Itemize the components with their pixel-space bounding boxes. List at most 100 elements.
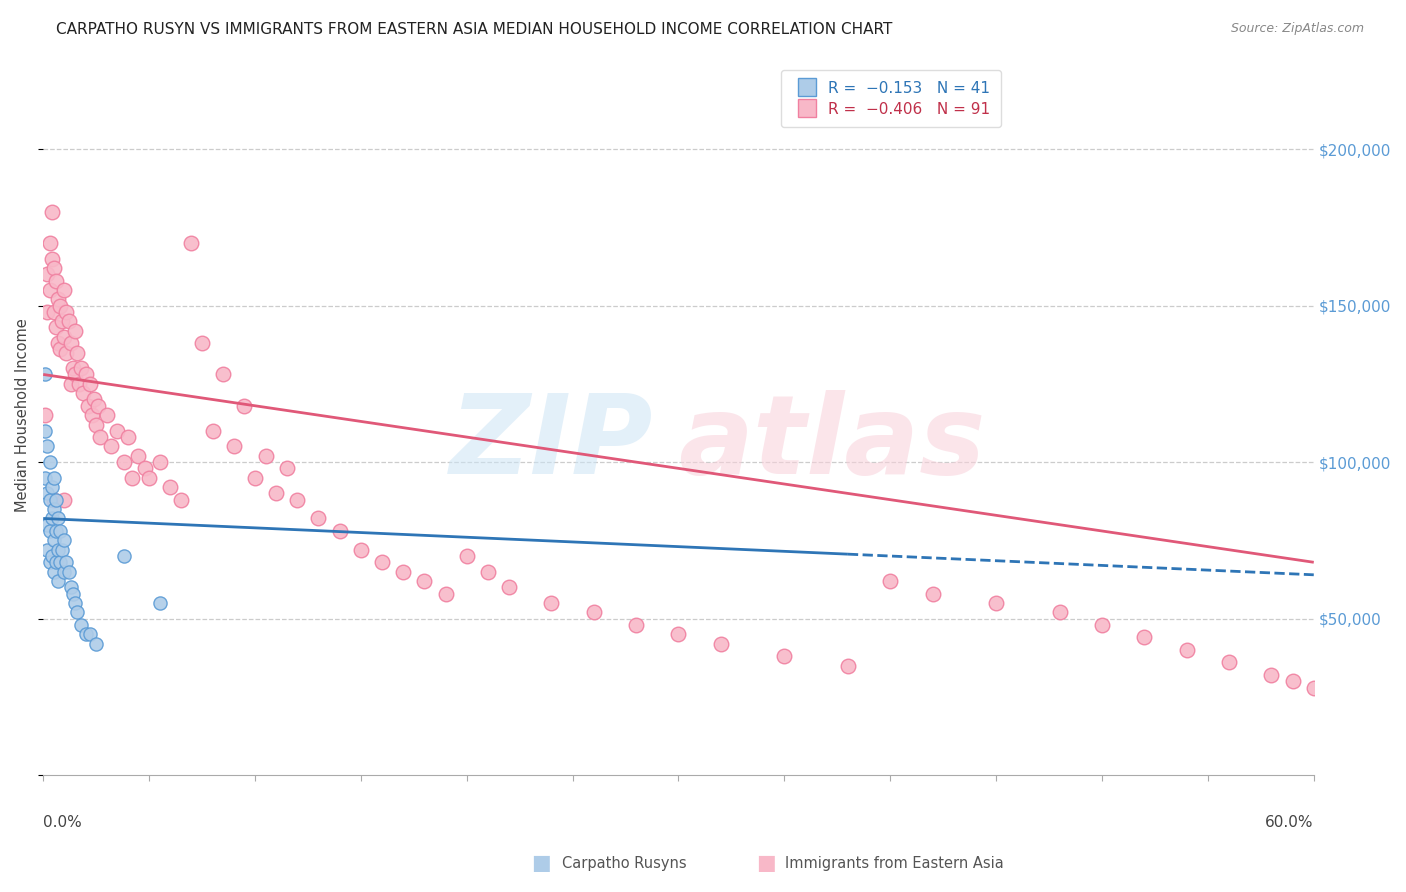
Point — [66, 606, 89, 620]
Point — [55, 305, 77, 319]
Point — [42, 533, 65, 548]
Point — [191, 336, 214, 351]
Point — [59, 336, 82, 351]
Point — [49, 555, 72, 569]
Point — [53, 533, 76, 548]
Point — [624, 618, 647, 632]
Point — [80, 408, 103, 422]
Point — [53, 330, 76, 344]
Point — [127, 449, 149, 463]
Point — [58, 314, 80, 328]
Point — [51, 314, 73, 328]
Point — [70, 361, 93, 376]
Point — [837, 658, 859, 673]
Point — [49, 343, 72, 357]
Point — [285, 492, 308, 507]
Point — [540, 596, 562, 610]
Point — [34, 471, 56, 485]
Point — [170, 492, 193, 507]
Point — [79, 376, 101, 391]
Point — [710, 637, 733, 651]
Point — [233, 399, 256, 413]
Point — [37, 267, 59, 281]
Point — [45, 320, 67, 334]
Point — [984, 596, 1007, 610]
Point — [350, 542, 373, 557]
Point — [34, 408, 56, 422]
Point — [66, 345, 89, 359]
Point — [37, 542, 59, 557]
Point — [37, 517, 59, 532]
Point — [55, 345, 77, 359]
Point — [100, 440, 122, 454]
Point — [38, 492, 60, 507]
Point — [55, 555, 77, 569]
Point — [413, 574, 436, 588]
Point — [222, 440, 245, 454]
Point — [46, 542, 69, 557]
Point — [87, 399, 110, 413]
Point — [38, 555, 60, 569]
Point — [75, 368, 97, 382]
Point — [67, 376, 90, 391]
Point — [53, 492, 76, 507]
Point — [59, 376, 82, 391]
Point — [34, 368, 56, 382]
Point — [41, 549, 63, 563]
Point — [53, 283, 76, 297]
Point — [434, 586, 457, 600]
Point — [34, 424, 56, 438]
Point — [392, 565, 415, 579]
Point — [134, 461, 156, 475]
Text: ZIP: ZIP — [450, 391, 652, 498]
Point — [117, 430, 139, 444]
Point — [149, 596, 172, 610]
Y-axis label: Median Household Income: Median Household Income — [15, 318, 30, 512]
Point — [53, 565, 76, 579]
Point — [112, 455, 135, 469]
Point — [45, 492, 67, 507]
Point — [456, 549, 478, 563]
Point — [38, 524, 60, 538]
Point — [41, 480, 63, 494]
Point — [477, 565, 499, 579]
Point — [38, 283, 60, 297]
Point — [46, 293, 69, 307]
Text: 60.0%: 60.0% — [1265, 814, 1313, 830]
Point — [1260, 668, 1282, 682]
Legend: R =  −0.153   N = 41, R =  −0.406   N = 91: R = −0.153 N = 41, R = −0.406 N = 91 — [780, 70, 1001, 128]
Point — [773, 649, 796, 664]
Point — [37, 305, 59, 319]
Point — [70, 618, 93, 632]
Point — [138, 471, 160, 485]
Point — [121, 471, 143, 485]
Point — [62, 586, 84, 600]
Point — [46, 336, 69, 351]
Point — [46, 574, 69, 588]
Point — [58, 565, 80, 579]
Point — [42, 502, 65, 516]
Point — [83, 392, 105, 407]
Point — [582, 606, 605, 620]
Point — [49, 524, 72, 538]
Point — [75, 627, 97, 641]
Point — [51, 542, 73, 557]
Point — [38, 235, 60, 250]
Point — [498, 580, 520, 594]
Text: ■: ■ — [756, 854, 776, 873]
Point — [37, 440, 59, 454]
Text: atlas: atlas — [679, 391, 986, 498]
Point — [159, 480, 181, 494]
Point — [63, 596, 86, 610]
Point — [62, 361, 84, 376]
Text: Carpatho Rusyns: Carpatho Rusyns — [562, 856, 688, 871]
Text: CARPATHO RUSYN VS IMMIGRANTS FROM EASTERN ASIA MEDIAN HOUSEHOLD INCOME CORRELATI: CARPATHO RUSYN VS IMMIGRANTS FROM EASTER… — [56, 22, 893, 37]
Point — [45, 524, 67, 538]
Point — [96, 408, 118, 422]
Point — [45, 274, 67, 288]
Point — [42, 260, 65, 275]
Point — [201, 424, 224, 438]
Text: Immigrants from Eastern Asia: Immigrants from Eastern Asia — [785, 856, 1004, 871]
Point — [180, 235, 202, 250]
Point — [89, 430, 111, 444]
